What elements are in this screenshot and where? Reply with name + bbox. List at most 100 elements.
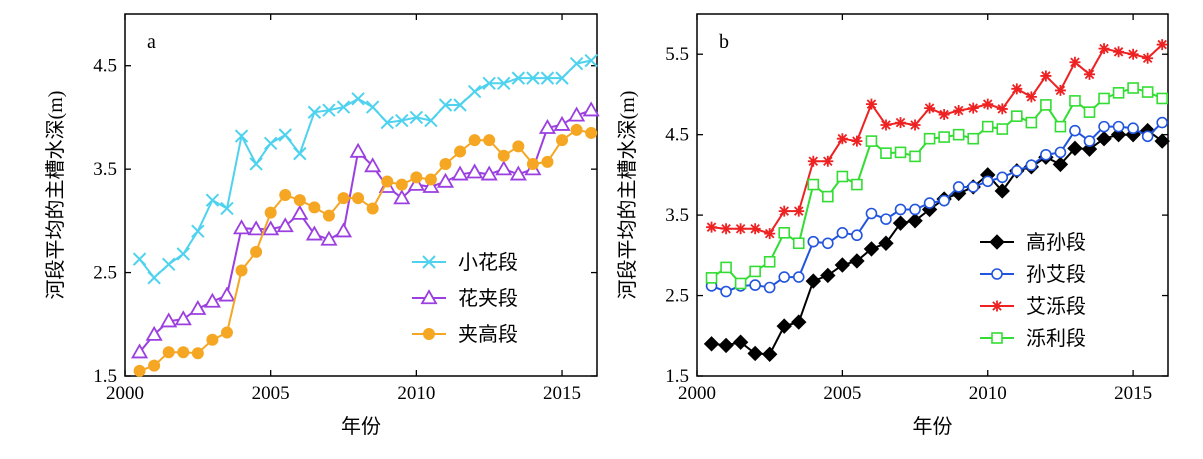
panel-b-data-point — [807, 178, 820, 191]
panel-b-data-point — [734, 277, 747, 290]
panel-b-data-point — [1098, 120, 1110, 133]
panel-b-data-point — [705, 272, 718, 284]
panel-b-y-tick-label: 2.5 — [665, 286, 689, 307]
panel-a-data-point — [453, 98, 467, 112]
panel-b-y-tick-label: 1.5 — [665, 366, 689, 387]
panel-b-data-point — [909, 119, 921, 131]
panel-b-data-point — [749, 223, 761, 235]
panel-a-data-point — [132, 252, 147, 266]
panel-a: 2000 2005 2010 2015 1.5 2.5 3.5 4.5 年份 河段平均的主槽水深(… — [44, 13, 600, 438]
panel-b-x-tick-label: 2000 — [678, 383, 716, 404]
panel-a-data-point — [553, 115, 571, 131]
panel-a-data-point — [467, 84, 482, 99]
panel-b-data-point — [981, 175, 994, 188]
panel-b-legend-label: 艾泺段 — [1026, 295, 1086, 318]
panel-a-data-point — [436, 172, 455, 188]
panel-b-data-point — [1098, 92, 1110, 105]
panel-a-data-point — [232, 219, 251, 235]
panel-b-data-point — [953, 105, 965, 117]
panel-a-data-point — [218, 286, 236, 302]
panel-a-data-point — [568, 106, 586, 122]
panel-b-y-axis-label: 河段平均的主槽水深(m) — [616, 91, 639, 300]
panel-b-data-point — [791, 314, 807, 330]
panel-a-panel-letter: a — [147, 31, 156, 53]
panel-a-data-point — [451, 165, 469, 181]
panel-b-data-point — [1156, 116, 1168, 129]
panel-a-data-point — [162, 346, 175, 359]
panel-a-x-tick-label: 2010 — [397, 383, 435, 404]
panel-a-data-point — [234, 129, 249, 143]
panel-a-data-point — [191, 224, 205, 238]
panel-a-data-point — [409, 110, 424, 125]
panel-b-data-point — [909, 203, 921, 216]
panel-a-data-point — [454, 145, 467, 158]
panel-b-data-point — [1054, 84, 1066, 96]
panel-a-x-axis-label: 年份 — [341, 415, 381, 438]
panel-a-data-point — [278, 128, 292, 142]
panel-a-y-tick-label: 2.5 — [93, 263, 117, 284]
panel-b-data-point — [720, 223, 732, 235]
panel-b-data-point — [1011, 110, 1023, 122]
panel-b-legend-marker — [991, 300, 1003, 312]
panel-b-series-2 — [705, 116, 1168, 298]
panel-a-data-point — [570, 123, 583, 136]
panel-a-data-point — [582, 101, 600, 117]
panel-a-data-point — [585, 126, 598, 139]
panel-a-data-point — [395, 113, 409, 128]
panel-a-data-point — [366, 202, 379, 215]
panel-a-data-point — [511, 71, 526, 85]
panel-a-y-axis-label: 河段平均的主槽水深(m) — [44, 91, 67, 300]
panel-a-data-point — [407, 175, 425, 191]
panel-b-data-point — [822, 190, 834, 203]
panel-b-data-point — [778, 227, 791, 239]
panel-a-data-point — [540, 71, 555, 85]
panel-b-plot-frame — [696, 13, 1169, 377]
panel-a-data-point — [483, 134, 496, 147]
panel-a-data-point — [160, 312, 178, 328]
panel-b-data-point — [1054, 120, 1067, 133]
panel-b-legend-marker — [991, 268, 1003, 280]
panel-b-legend-label: 孙艾段 — [1026, 263, 1086, 286]
panel-a-data-point — [526, 71, 540, 85]
panel-a-data-point — [393, 189, 411, 205]
panel-a-data-point — [365, 100, 380, 114]
panel-a-legend-marker — [420, 289, 438, 305]
panel-a-data-point — [177, 346, 190, 359]
panel-b-data-point — [807, 155, 819, 167]
panel-a-x-tick-label: 2000 — [106, 383, 144, 404]
panel-a-data-point — [291, 204, 309, 220]
panel-b-x-tick-label: 2015 — [1114, 383, 1152, 404]
panel-b-data-point — [1141, 86, 1154, 98]
panel-b-data-point — [967, 102, 979, 114]
panel-b-data-point — [792, 237, 805, 250]
panel-b-data-point — [732, 334, 749, 350]
panel-a-data-point — [584, 53, 598, 68]
panel-a-data-point — [381, 175, 394, 188]
panel-a-data-point — [349, 142, 367, 158]
panel-a-data-point — [541, 155, 554, 168]
panel-b-data-point — [880, 147, 892, 159]
panel-b-series-1 — [703, 122, 1170, 362]
panel-a-y-tick-label: 4.5 — [93, 56, 117, 77]
panel-b-data-point — [981, 120, 994, 133]
panel-a-data-point — [174, 310, 192, 326]
panel-b-data-point — [865, 207, 878, 220]
panel-b-data-point — [822, 237, 834, 250]
panel-a-data-point — [336, 100, 351, 114]
panel-b-data-point — [996, 123, 1009, 135]
panel-a-data-point — [438, 98, 453, 112]
panel-b-data-point — [805, 273, 822, 289]
panel-b-data-point — [1127, 48, 1139, 60]
panel-a-data-point — [308, 201, 321, 214]
panel-b-data-point — [834, 257, 851, 273]
panel-b-data-point — [1142, 52, 1154, 64]
panel-b-data-point — [1112, 87, 1125, 99]
panel-b-data-point — [952, 128, 965, 141]
panel-b-data-point — [967, 181, 980, 193]
panel-b-data-point — [1025, 159, 1038, 172]
panel-b-data-point — [982, 98, 994, 110]
panel-b-series-3 — [706, 39, 1168, 240]
panel-b-data-point — [1011, 83, 1023, 95]
panel-b-data-point — [880, 119, 892, 131]
